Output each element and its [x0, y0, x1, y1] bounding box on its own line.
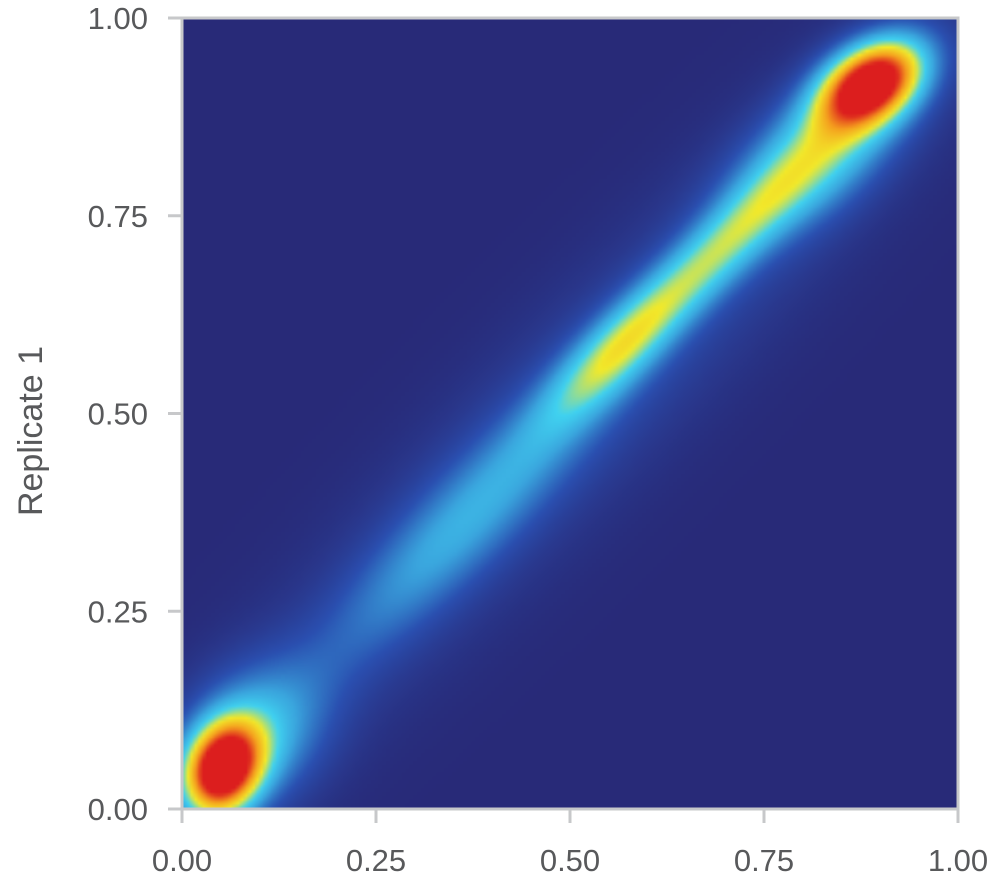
- y-tick-label: 0.25: [88, 594, 148, 629]
- x-tick-label: 0.50: [540, 843, 600, 878]
- y-tick-label: 0.50: [88, 397, 148, 432]
- density-heatmap: [182, 18, 958, 809]
- x-tick-label: 0.00: [152, 843, 212, 878]
- x-tick-label: 0.75: [734, 843, 794, 878]
- y-tick-label: 1.00: [88, 1, 148, 36]
- y-axis: 0.00 0.25 0.50 0.75 1.00: [88, 1, 182, 827]
- x-tick-label: 1.00: [928, 843, 988, 878]
- x-tick-label: 0.25: [346, 843, 406, 878]
- plot-area: [182, 18, 958, 809]
- y-tick-label: 0.75: [88, 199, 148, 234]
- y-tick-label: 0.00: [88, 792, 148, 827]
- x-axis: 0.00 0.25 0.50 0.75 1.00: [152, 809, 988, 878]
- y-axis-label: Replicate 1: [12, 346, 50, 516]
